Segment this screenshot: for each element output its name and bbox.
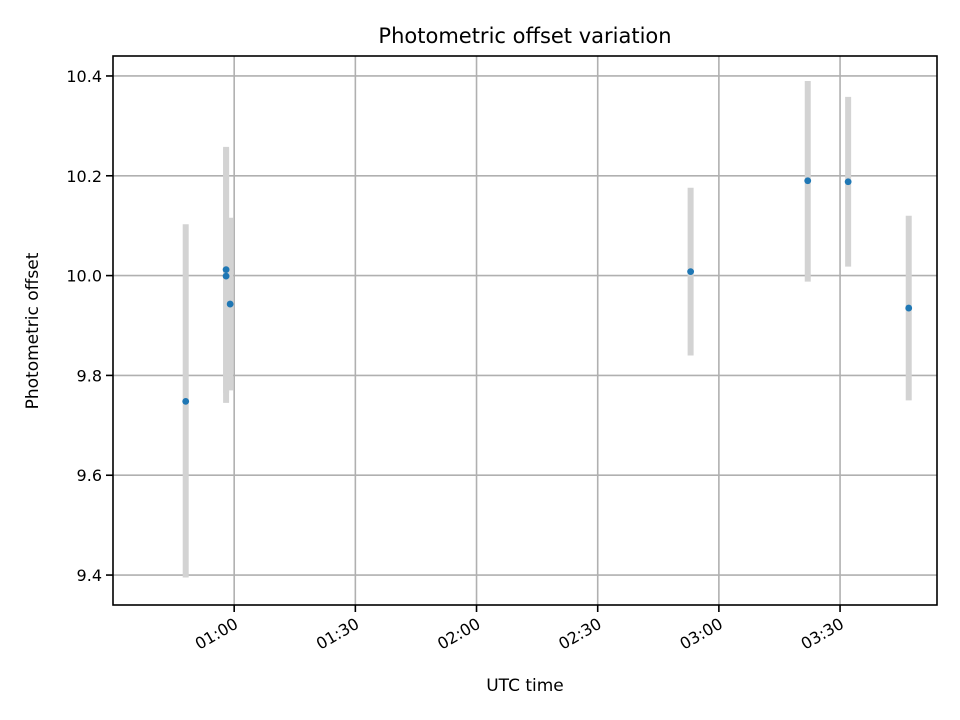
y-tick-label: 10.2 bbox=[66, 167, 102, 186]
data-point bbox=[844, 178, 852, 186]
data-point bbox=[222, 272, 230, 280]
grid bbox=[113, 56, 937, 605]
y-tick-label: 9.8 bbox=[77, 366, 102, 385]
data-point bbox=[222, 266, 230, 274]
data-point bbox=[182, 397, 190, 405]
y-axis-label: Photometric offset bbox=[23, 252, 43, 409]
data-point bbox=[804, 177, 812, 185]
x-axis-label: UTC time bbox=[486, 676, 564, 696]
data-points bbox=[182, 177, 913, 405]
data-point bbox=[905, 304, 913, 312]
y-tick-label: 9.4 bbox=[77, 566, 102, 585]
y-tick-label: 10.4 bbox=[66, 67, 102, 86]
y-axis-ticks: 9.4 9.6 9.8 10.0 10.2 10.4 bbox=[66, 67, 113, 585]
y-tick-label: 10.0 bbox=[66, 267, 102, 286]
plot-frame bbox=[112, 55, 938, 606]
y-tick-label: 9.6 bbox=[77, 466, 102, 485]
data-point bbox=[226, 300, 234, 308]
data-point bbox=[687, 268, 695, 276]
chart-title: Photometric offset variation bbox=[378, 24, 671, 48]
